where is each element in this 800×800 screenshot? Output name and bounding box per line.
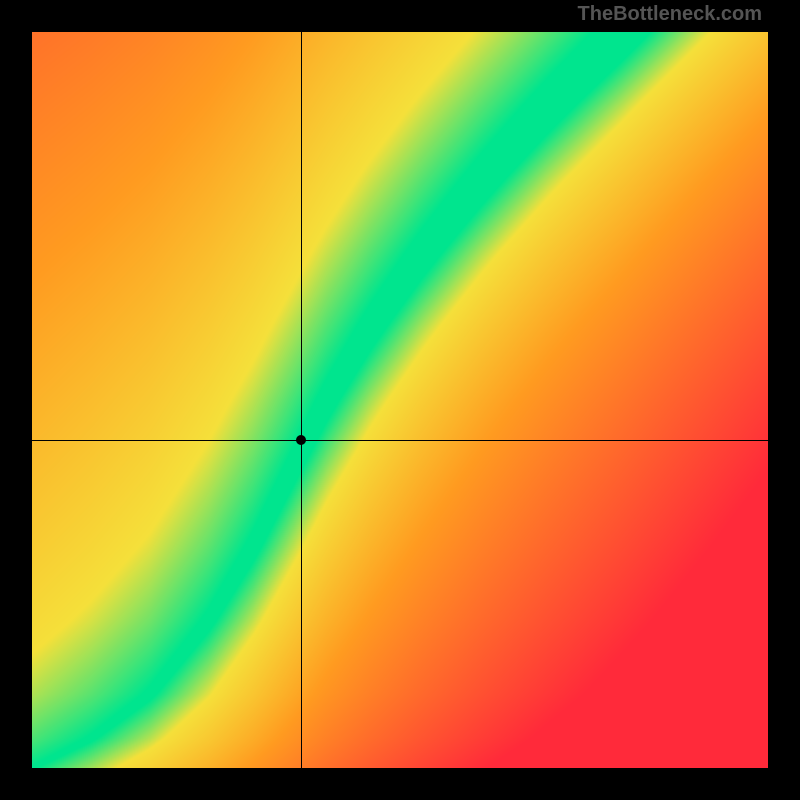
heatmap-canvas bbox=[32, 32, 768, 768]
crosshair-vertical bbox=[301, 32, 302, 768]
crosshair-horizontal bbox=[32, 440, 768, 441]
selection-marker[interactable] bbox=[296, 435, 306, 445]
watermark-text: TheBottleneck.com bbox=[578, 3, 762, 26]
bottleneck-heatmap-plot bbox=[32, 32, 768, 768]
